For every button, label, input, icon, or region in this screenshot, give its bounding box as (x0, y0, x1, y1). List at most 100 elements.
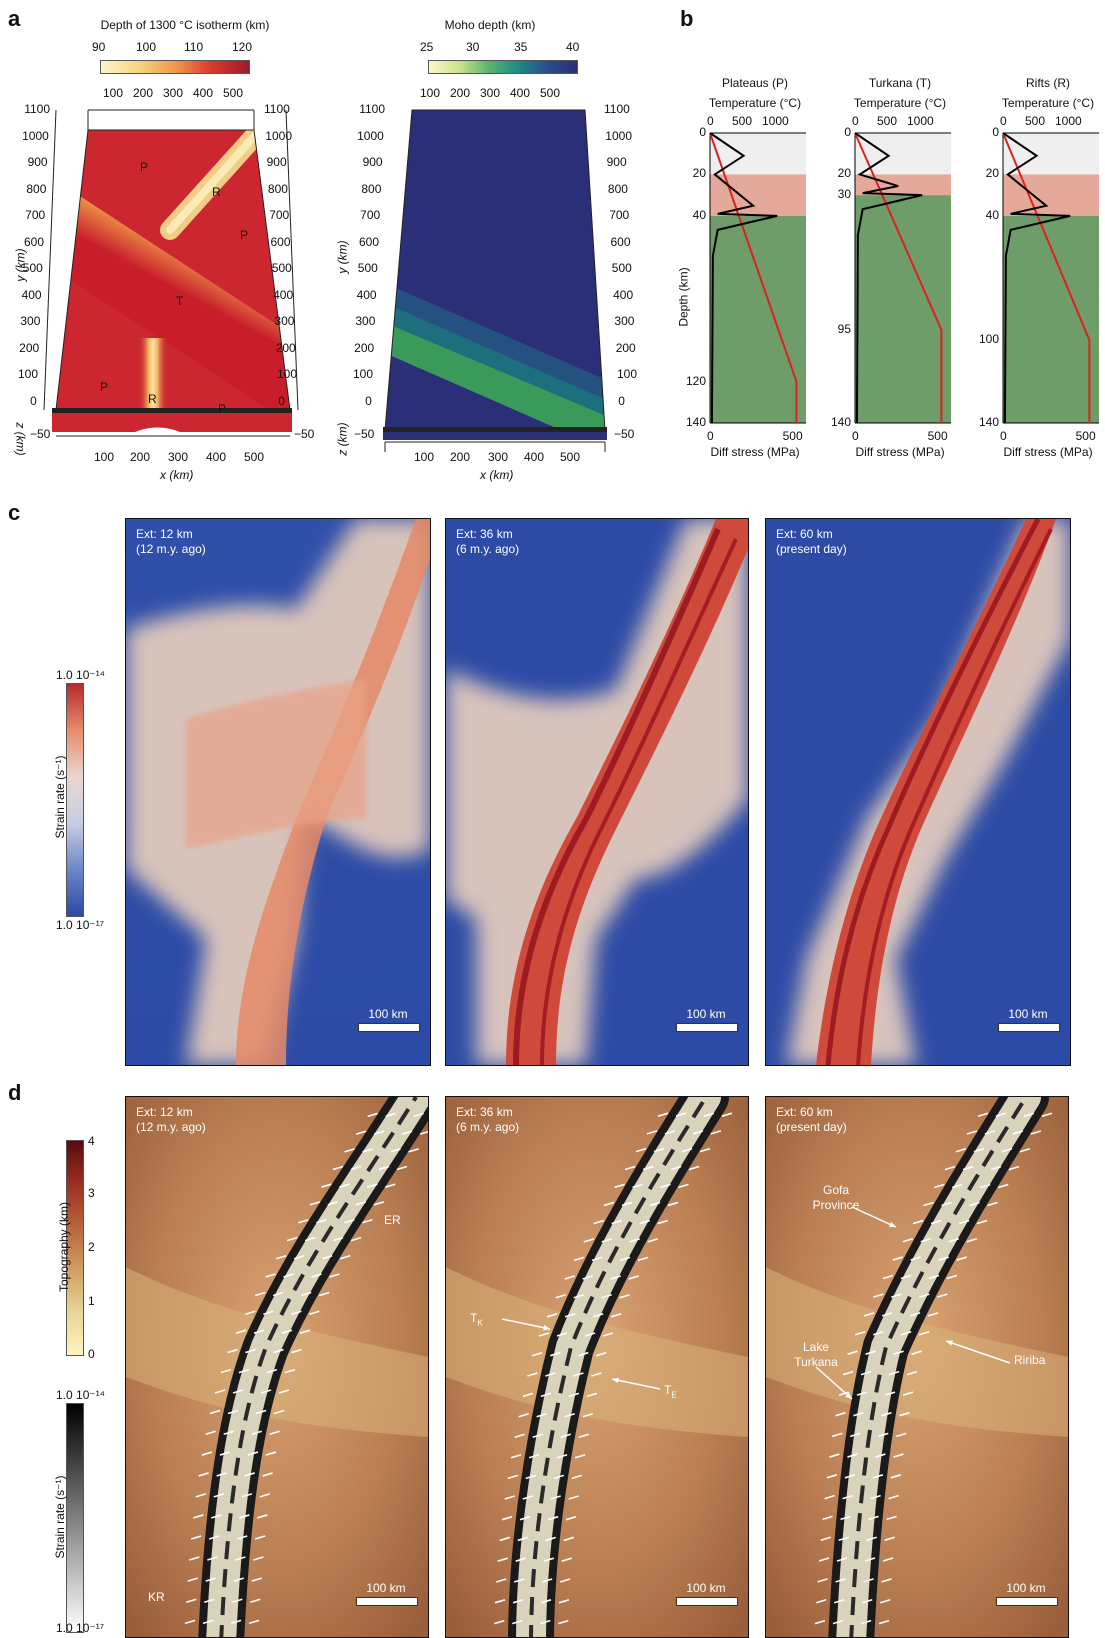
temperature-tick: 500 (1025, 114, 1046, 128)
z-tick-right: −50 (614, 427, 635, 441)
depth-tick: 140 (685, 415, 706, 429)
moho-tick: 25 (420, 40, 434, 54)
top-tick: 200 (133, 86, 154, 100)
frame-age: (present day) (776, 542, 847, 556)
scale-label: 100 km (686, 1581, 726, 1595)
y-tick-right: 100 (617, 367, 638, 382)
topography-frame-2: Ext: 36 km (6 m.y. ago) 100 km TK TE (445, 1096, 749, 1638)
temperature-curve (1002, 132, 1091, 423)
stress-axis-label: Diff stress (MPa) (1003, 445, 1093, 459)
frame-age: (12 m.y. ago) (136, 542, 206, 556)
gofa-line1: Gofa (822, 1183, 849, 1197)
stress-tick: 0 (852, 429, 859, 443)
y-tick-right: 500 (611, 261, 632, 276)
depth-tick: 95 (837, 321, 851, 336)
x-tick: 200 (130, 450, 151, 464)
gofa-province-label: Gofa Province (800, 1183, 872, 1213)
y-tick-right: 400 (613, 287, 634, 302)
y-tick: 1100 (359, 102, 385, 116)
scale-label: 100 km (368, 1007, 408, 1021)
z-axis-label: z (km) (13, 422, 28, 456)
y-tick: 200 (354, 340, 375, 355)
y-tick-right: 1000 (265, 128, 292, 143)
y-tick: 500 (357, 261, 378, 276)
isotherm-colorbar (100, 60, 250, 74)
temperature-curve (854, 132, 943, 423)
x-tick: 300 (488, 450, 509, 464)
depth-tick: 100 (978, 332, 999, 347)
y-tick-right: 700 (269, 208, 290, 223)
z-tick-right: −50 (294, 427, 315, 441)
strength-profile-svg (854, 132, 951, 424)
y-tick: 0 (30, 394, 37, 408)
y-tick-right: 800 (607, 181, 628, 196)
depth-tick: 0 (992, 125, 999, 139)
scale-label: 100 km (1006, 1581, 1046, 1595)
depth-tick: 40 (692, 207, 706, 222)
y-tick: 500 (22, 261, 43, 276)
profile-title: Turkana (T) (868, 76, 932, 90)
top-tick: 100 (420, 86, 441, 100)
temperature-tick: 1000 (1055, 114, 1082, 128)
tk-sub: K (477, 1318, 483, 1328)
temperature-curve (709, 132, 798, 423)
x-tick: 300 (168, 450, 189, 464)
panel-label-c: c (8, 500, 21, 525)
isotherm-map-svg (43, 109, 299, 437)
x-axis-label: x (km) (480, 468, 514, 482)
depth-tick: 30 (837, 187, 851, 202)
y-tick-right: 1000 (605, 128, 632, 143)
y-tick: 1000 (22, 128, 49, 143)
z-axis-label: z (km) (335, 422, 350, 456)
scale-bar (356, 1597, 418, 1606)
region-label: R (148, 392, 157, 406)
scale-bar (676, 1597, 738, 1606)
moho-colorbar (428, 60, 578, 74)
top-tick: 400 (193, 86, 214, 100)
frame-ext: Ext: 12 km (136, 1105, 193, 1119)
moho-map-svg (383, 109, 607, 452)
stress-envelope (854, 132, 923, 424)
y-tick: 300 (20, 314, 41, 329)
strain-colorbar-c (66, 683, 84, 917)
y-tick-right: 1100 (264, 102, 290, 116)
lake-line2: Turkana (794, 1355, 838, 1369)
strength-profile-svg (1002, 132, 1099, 424)
top-tick: 300 (480, 86, 501, 100)
y-tick: 1100 (24, 102, 50, 116)
frame-ext: Ext: 60 km (776, 1105, 833, 1119)
depth-tick: 20 (837, 166, 851, 181)
top-tick: 500 (540, 86, 561, 100)
depth-tick: 140 (978, 415, 999, 429)
z-tick: −50 (30, 427, 51, 441)
frame-ext: Ext: 36 km (456, 527, 513, 541)
temperature-tick: 1000 (762, 114, 789, 128)
x-tick: 500 (560, 450, 581, 464)
y-tick: 1000 (357, 128, 384, 143)
er-label: ER (384, 1213, 401, 1227)
y-tick-right: 100 (277, 367, 298, 382)
y-tick: 900 (27, 155, 48, 170)
y-tick-right: 600 (270, 234, 291, 249)
y-tick-right: 900 (266, 155, 287, 170)
scale-bar (998, 1023, 1060, 1032)
frame-age: (6 m.y. ago) (456, 1120, 520, 1134)
y-tick: 600 (358, 234, 379, 249)
z-tick: −50 (354, 427, 375, 441)
topo-tick: 0 (88, 1347, 95, 1361)
region-label: P (140, 160, 149, 174)
topography-colorbar (66, 1140, 84, 1356)
te-label: TE (664, 1383, 677, 1402)
frame-age: (present day) (776, 1120, 847, 1134)
y-tick: 0 (365, 394, 372, 408)
strain-colorbar-top: 1.0 10⁻¹⁴ (56, 1388, 105, 1402)
scale-bar (676, 1023, 738, 1032)
lower-crust-band (1003, 174, 1099, 216)
mantle-band (855, 195, 951, 423)
y-tick: 300 (355, 314, 376, 329)
x-tick: 400 (206, 450, 227, 464)
y-tick: 400 (356, 287, 377, 302)
tk-label: TK (470, 1311, 483, 1330)
strain-colorbar-bottom: 1.0 10⁻¹⁷ (56, 918, 105, 932)
profile-title: Rifts (R) (1026, 76, 1070, 90)
